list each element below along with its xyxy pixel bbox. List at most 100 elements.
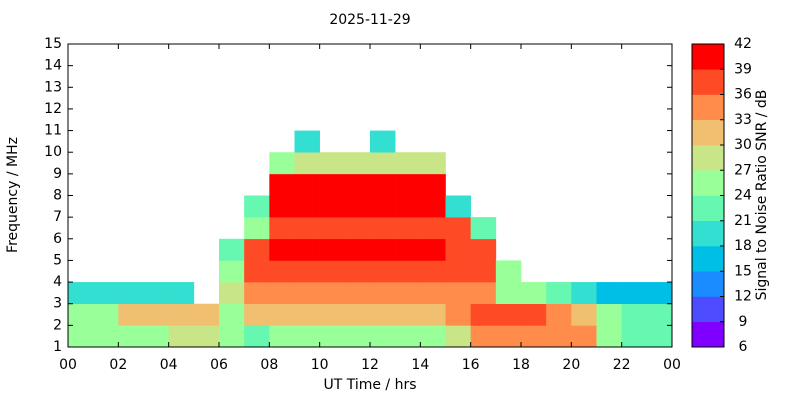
colorbar-tick-label: 36	[734, 87, 752, 103]
x-tick-label: 06	[210, 357, 228, 373]
colorbar-segment	[692, 44, 724, 70]
heatmap-cell	[244, 325, 270, 348]
y-axis-label: Frequency / MHz	[5, 137, 21, 253]
heatmap-cell	[445, 282, 471, 305]
heatmap-cell	[219, 260, 245, 283]
heatmap-cell	[370, 130, 396, 153]
x-axis-label: UT Time / hrs	[323, 377, 416, 393]
heatmap-cell	[470, 325, 497, 348]
heatmap-cell	[294, 238, 320, 261]
colorbar-tick-label: 6	[739, 339, 748, 355]
heatmap-cell	[621, 325, 648, 348]
heatmap-cell	[420, 173, 446, 196]
heatmap-cell	[470, 260, 497, 283]
heatmap-cell	[319, 173, 346, 196]
y-tick-label: 12	[44, 101, 62, 117]
heatmap-cell	[470, 303, 497, 326]
x-tick-label: 04	[160, 357, 178, 373]
heatmap-cell	[596, 303, 622, 326]
x-tick-label: 08	[260, 357, 278, 373]
heatmap-cell	[344, 282, 371, 305]
heatmap-cell	[294, 195, 320, 218]
x-tick-label: 16	[462, 357, 480, 373]
heatmap-cell	[244, 195, 270, 218]
heatmap-cell	[420, 282, 446, 305]
y-tick-label: 7	[53, 209, 62, 225]
heatmap-cell	[93, 282, 119, 305]
y-tick-label: 3	[53, 296, 62, 312]
heatmap-cell	[269, 282, 295, 305]
colorbar-tick-label: 9	[739, 314, 748, 330]
x-tick-label: 22	[613, 357, 631, 373]
y-tick-label: 1	[53, 339, 62, 355]
heatmap-cell	[445, 238, 471, 261]
heatmap-cell	[445, 217, 471, 240]
heatmap-cell	[294, 260, 320, 283]
heatmap-cell	[244, 303, 270, 326]
heatmap-cell	[93, 325, 119, 348]
heatmap-cell	[319, 325, 346, 348]
x-tick-label: 00	[663, 357, 681, 373]
colorbar-tick-label: 30	[734, 137, 752, 153]
heatmap-cell	[495, 260, 522, 283]
heatmap-cell	[596, 325, 622, 348]
heatmap-cell	[269, 303, 295, 326]
heatmap-cell	[68, 325, 94, 348]
heatmap-cell	[118, 282, 144, 305]
y-tick-label: 10	[44, 144, 62, 160]
colorbar-segment	[692, 321, 724, 348]
colorbar-segment	[692, 271, 724, 297]
heatmap-cell	[370, 238, 396, 261]
heatmap-cell	[344, 173, 371, 196]
heatmap-cell	[269, 173, 295, 196]
colorbar-tick-label: 39	[734, 61, 752, 77]
heatmap-cell	[395, 152, 421, 175]
heatmap-cell	[168, 303, 195, 326]
heatmap-cell	[395, 238, 421, 261]
colorbar-tick-label: 24	[734, 188, 752, 204]
heatmap-cell	[118, 303, 144, 326]
heatmap-cell	[344, 195, 371, 218]
heatmap-cell	[294, 325, 320, 348]
heatmap-cell	[219, 325, 245, 348]
heatmap-cell	[646, 282, 673, 305]
y-tick-label: 14	[44, 58, 62, 74]
heatmap-cell	[219, 303, 245, 326]
heatmap-cell	[571, 303, 597, 326]
heatmap-cell	[370, 282, 396, 305]
heatmap-cell	[143, 325, 169, 348]
heatmap-cell	[294, 303, 320, 326]
heatmap-cell	[420, 238, 446, 261]
heatmap-cell	[319, 238, 346, 261]
heatmap	[68, 130, 673, 348]
colorbar-tick-label: 33	[734, 112, 752, 128]
heatmap-cell	[596, 282, 622, 305]
x-tick-label: 12	[361, 357, 379, 373]
colorbar-tick-label: 27	[734, 162, 752, 178]
heatmap-cell	[546, 303, 572, 326]
heatmap-cell	[193, 303, 220, 326]
x-tick-label: 18	[512, 357, 530, 373]
heatmap-cell	[370, 195, 396, 218]
heatmap-cell	[420, 303, 446, 326]
heatmap-cell	[193, 325, 220, 348]
heatmap-cell	[319, 152, 346, 175]
x-tick-label: 00	[59, 357, 77, 373]
heatmap-cell	[370, 152, 396, 175]
heatmap-cell	[470, 217, 497, 240]
heatmap-cell	[244, 282, 270, 305]
heatmap-cell	[546, 282, 572, 305]
heatmap-cell	[571, 325, 597, 348]
y-tick-label: 11	[44, 123, 62, 139]
heatmap-cell	[521, 303, 547, 326]
heatmap-cell	[344, 325, 371, 348]
heatmap-cell	[219, 282, 245, 305]
heatmap-cell	[244, 238, 270, 261]
heatmap-cell	[344, 238, 371, 261]
heatmap-cell	[143, 303, 169, 326]
heatmap-cell	[219, 238, 245, 261]
heatmap-cell	[269, 325, 295, 348]
heatmap-cell	[370, 217, 396, 240]
heatmap-cell	[344, 303, 371, 326]
